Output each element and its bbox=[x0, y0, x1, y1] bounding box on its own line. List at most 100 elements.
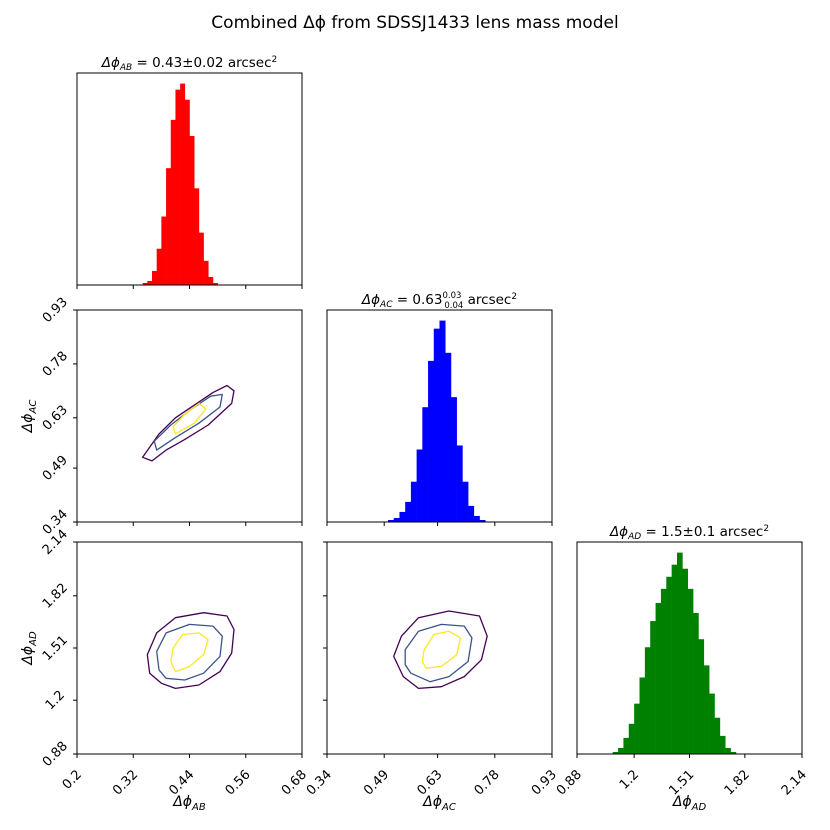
title-unit-power: 2 bbox=[511, 292, 517, 302]
hist-bar-ad bbox=[666, 576, 672, 754]
hist-bar-ab bbox=[184, 99, 190, 285]
x-axis-label-ad: ΔϕAD bbox=[672, 794, 707, 813]
title-symbol: Δϕ bbox=[101, 55, 120, 71]
title-value: = 0.43±0.02 arcsec bbox=[132, 55, 271, 71]
x-tick-label-ad: 2.14 bbox=[779, 767, 810, 798]
contour-outer bbox=[146, 612, 235, 690]
axis-subscript: AD bbox=[28, 631, 39, 647]
axis-subscript: AB bbox=[191, 802, 206, 813]
title-unit-power: 2 bbox=[763, 524, 769, 534]
axis-symbol: Δϕ bbox=[20, 414, 36, 434]
hist-bar-ad bbox=[644, 647, 651, 754]
hist-bar-ac bbox=[422, 407, 429, 522]
y-axis-label-ac: ΔϕAC bbox=[20, 400, 39, 434]
x-axis-label-ab: ΔϕAB bbox=[172, 794, 206, 813]
hist-bar-ab bbox=[194, 188, 200, 285]
histogram-ad bbox=[576, 541, 803, 755]
hist-bar-ac bbox=[479, 519, 486, 522]
axis-symbol: Δϕ bbox=[20, 646, 36, 666]
title-value: = 1.5±0.1 arcsec bbox=[641, 524, 763, 540]
hist-title-ab: ΔϕAB = 0.43±0.02 arcsec2 bbox=[101, 55, 278, 73]
hist-bar-ab bbox=[142, 282, 148, 285]
contour-inner bbox=[170, 632, 209, 673]
axis-subscript: AC bbox=[441, 802, 456, 813]
hist-bar-ab bbox=[161, 216, 167, 285]
axis-symbol: Δϕ bbox=[672, 794, 692, 810]
contour-panel-ac-vs-ab bbox=[76, 309, 303, 523]
hist-bar-ad bbox=[671, 564, 678, 754]
hist-bar-ac bbox=[410, 481, 417, 522]
hist-bar-ad bbox=[639, 677, 646, 754]
hist-bar-ad bbox=[655, 602, 662, 754]
hist-bar-ad bbox=[618, 747, 624, 754]
contour-outer bbox=[393, 610, 488, 690]
hist-bar-ab bbox=[147, 280, 153, 285]
y-tick-label-ac: 0.63 bbox=[40, 403, 71, 434]
hist-bar-ab bbox=[156, 248, 162, 285]
hist-bar-ad bbox=[660, 588, 667, 754]
y-tick-label-ac: 0.49 bbox=[40, 453, 71, 484]
hist-bar-ad bbox=[650, 621, 656, 754]
hist-bar-ad bbox=[703, 665, 710, 754]
title-symbol: Δϕ bbox=[361, 292, 380, 308]
title-subscript: AC bbox=[379, 300, 393, 310]
hist-bar-ab bbox=[198, 232, 204, 285]
hist-bar-ad bbox=[693, 613, 699, 754]
axis-symbol: Δϕ bbox=[172, 794, 192, 810]
title-value: = 0.63 bbox=[393, 292, 443, 308]
histogram-ac bbox=[326, 309, 553, 523]
hist-bar-ac bbox=[433, 328, 440, 522]
y-tick-label-ad: 1.2 bbox=[43, 688, 68, 713]
hist-bar-ab bbox=[152, 270, 157, 285]
panel-frame bbox=[76, 541, 303, 755]
contour-panel-ad-vs-ac bbox=[326, 541, 553, 755]
title-lower-error: 0.04 bbox=[444, 301, 463, 311]
title-unit: arcsec bbox=[463, 292, 511, 308]
hist-title-ac: ΔϕAC = 0.630.03 0.04 arcsec2 bbox=[361, 291, 517, 311]
contour-middle bbox=[156, 623, 223, 681]
y-tick-label-ad: 0.88 bbox=[40, 739, 71, 770]
hist-bar-ac bbox=[462, 481, 469, 522]
hist-bar-ab bbox=[170, 119, 176, 286]
panel-frame bbox=[326, 541, 553, 755]
title-unit-power: 2 bbox=[272, 55, 278, 65]
hist-bar-ac bbox=[399, 511, 406, 522]
hist-bar-ac bbox=[393, 517, 400, 522]
y-tick-label-ac: 0.93 bbox=[40, 295, 71, 326]
hist-bar-ab bbox=[180, 83, 186, 285]
axis-symbol: Δϕ bbox=[422, 794, 442, 810]
hist-bar-ac bbox=[428, 360, 435, 522]
y-axis-label-ad: ΔϕAD bbox=[20, 631, 39, 666]
hist-bar-ad bbox=[698, 639, 705, 754]
axis-subscript: AC bbox=[28, 400, 39, 415]
hist-bar-ac bbox=[468, 505, 475, 522]
hist-bar-ac bbox=[473, 515, 480, 522]
hist-bar-ad bbox=[687, 588, 694, 754]
x-tick-label-ab: 0.2 bbox=[60, 767, 85, 792]
contour-middle bbox=[153, 393, 223, 451]
hist-bar-ad bbox=[628, 723, 635, 754]
x-tick-label-ad: 1.82 bbox=[722, 767, 753, 798]
y-tick-label-ad: 1.82 bbox=[40, 581, 71, 612]
hist-bar-ad bbox=[730, 751, 737, 754]
hist-bar-ad bbox=[677, 552, 683, 754]
hist-bar-ab bbox=[208, 276, 214, 285]
hist-bar-ac bbox=[405, 501, 412, 522]
x-tick-label-ac: 0.34 bbox=[304, 767, 335, 798]
x-tick-label-ab: 0.68 bbox=[279, 767, 310, 798]
x-tick-label-ad: 1.2 bbox=[617, 767, 642, 792]
figure-title: Combined Δϕ from SDSSJ1433 lens mass mod… bbox=[211, 13, 618, 33]
x-tick-label-ac: 0.78 bbox=[472, 767, 503, 798]
x-tick-label-ab: 0.56 bbox=[223, 767, 254, 798]
panel-frame bbox=[76, 309, 303, 523]
hist-bar-ac bbox=[450, 397, 457, 522]
x-tick-label-ab: 0.32 bbox=[110, 767, 141, 798]
title-symbol: Δϕ bbox=[609, 524, 628, 540]
hist-bar-ac bbox=[416, 449, 423, 522]
x-tick-label-ac: 0.49 bbox=[361, 767, 392, 798]
title-subscript: AD bbox=[627, 532, 641, 542]
hist-title-ad: ΔϕAD = 1.5±0.1 arcsec2 bbox=[609, 524, 769, 542]
axis-subscript: AD bbox=[691, 802, 707, 813]
x-axis-label-ac: ΔϕAC bbox=[422, 794, 456, 813]
